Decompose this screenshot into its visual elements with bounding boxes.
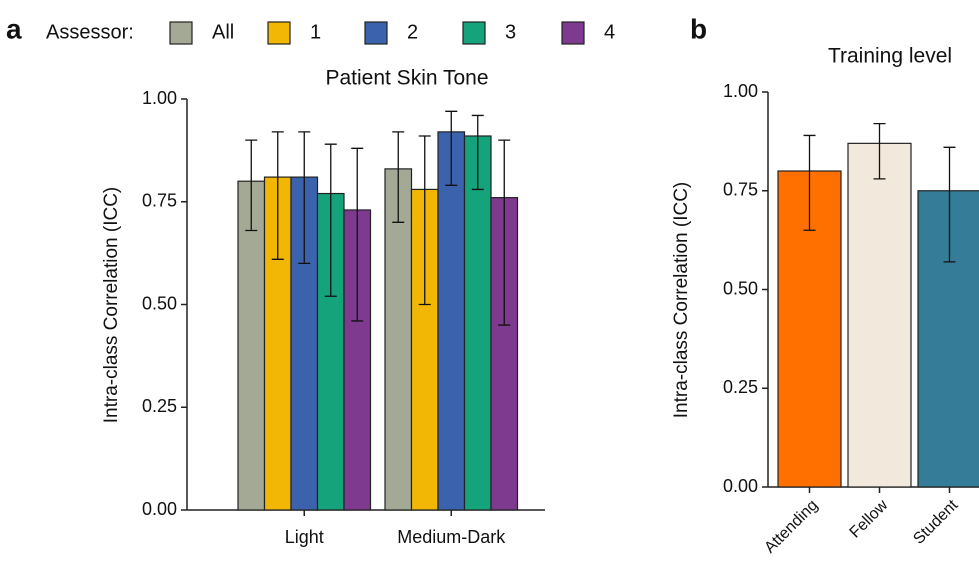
error-bar xyxy=(873,122,886,180)
error-bar xyxy=(943,146,956,263)
y-tick-label: 0.50 xyxy=(142,293,177,313)
error-bar xyxy=(471,114,484,191)
chart-title: Training level xyxy=(828,45,952,68)
bar xyxy=(847,142,912,488)
chart-title: Patient Skin Tone xyxy=(325,67,488,90)
bar xyxy=(437,131,466,511)
x-tick-label: Fellow xyxy=(847,496,892,541)
y-tick-label: 0.00 xyxy=(723,476,758,496)
y-tick-label: 0.25 xyxy=(723,377,758,397)
y-tick-label: 0.00 xyxy=(142,499,177,519)
error-bar xyxy=(418,135,431,306)
y-tick-label: 0.25 xyxy=(142,396,177,416)
bar xyxy=(237,180,266,511)
y-tick-label: 0.50 xyxy=(723,278,758,298)
legend-swatch xyxy=(462,21,486,45)
legend-label: 3 xyxy=(505,21,516,43)
legend-swatch xyxy=(364,21,388,45)
legend-label: 2 xyxy=(407,21,418,43)
legend-swatch xyxy=(561,21,585,45)
legend-title: Assessor: xyxy=(46,21,134,43)
error-bar xyxy=(351,147,364,322)
error-bar xyxy=(298,131,311,265)
bar xyxy=(343,209,372,511)
y-axis-title: Intra-class Correlation (ICC) xyxy=(101,187,122,424)
x-tick-label: Student xyxy=(910,496,961,547)
panel-label: b xyxy=(690,13,707,44)
x-tick-label: Medium-Dark xyxy=(397,527,506,547)
legend-label: 4 xyxy=(604,21,615,43)
error-bar xyxy=(498,139,511,326)
error-bar xyxy=(245,139,258,232)
y-tick-label: 1.00 xyxy=(723,81,758,101)
error-bar xyxy=(392,131,405,223)
panel-label: a xyxy=(6,13,22,44)
legend-label: 1 xyxy=(310,21,321,43)
error-bar xyxy=(271,131,284,260)
x-tick-label: Light xyxy=(285,527,324,547)
y-tick-label: 1.00 xyxy=(142,88,177,108)
y-tick-label: 0.75 xyxy=(142,191,177,211)
y-axis-title: Intra-class Correlation (ICC) xyxy=(671,182,692,419)
error-bar xyxy=(803,134,816,231)
error-bar xyxy=(445,110,458,186)
error-bar xyxy=(324,143,337,297)
y-tick-label: 0.75 xyxy=(723,180,758,200)
legend-swatch xyxy=(267,21,291,45)
legend-label: All xyxy=(212,21,234,43)
bar xyxy=(917,190,979,488)
bar xyxy=(463,135,492,511)
legend-swatch xyxy=(169,21,193,45)
x-tick-label: Attending xyxy=(761,497,821,557)
